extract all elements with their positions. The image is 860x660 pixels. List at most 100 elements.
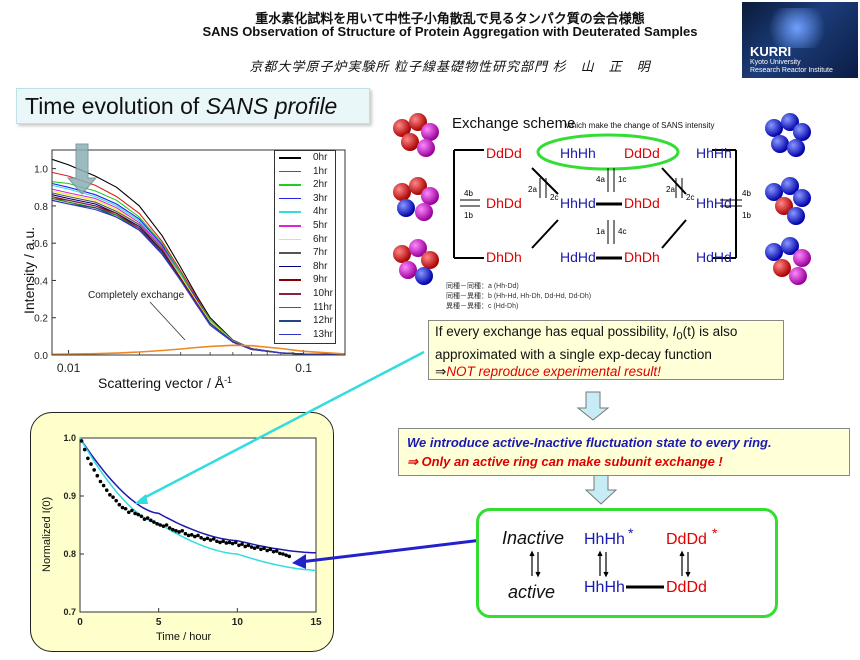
norm-data-point [208, 538, 213, 542]
norm-xtick-label: 5 [156, 617, 162, 628]
norm-data-point [205, 536, 210, 541]
norm-data-point [252, 546, 257, 550]
state-dddd: DdDd [666, 579, 707, 596]
note-arrow: ⇒ [435, 363, 447, 379]
sans-ytick-label: 0.8 [34, 202, 48, 213]
state-active: active [508, 582, 555, 602]
node-dhdd: DhDd [486, 195, 522, 211]
note-line2: approximated with a single exp-decay fun… [435, 346, 712, 362]
node-hhhd: HhHd [560, 195, 596, 211]
legend-swatch [279, 320, 301, 322]
node-hhhh: HhHh [560, 145, 596, 161]
note-line3: ⇒NOT reproduce experimental result! [435, 363, 777, 380]
norm-ylabel: Normalized I(0) [41, 497, 53, 572]
legend-swatch [279, 224, 301, 227]
norm-data-point [149, 518, 153, 523]
norm-data-point [158, 523, 163, 527]
exchange-scheme: Exchange scheme which make the change of… [393, 113, 811, 310]
norm-data-point [271, 549, 276, 554]
label-1b-right: 1b [742, 211, 751, 220]
norm-data-point [199, 535, 203, 540]
norm-data-point [243, 544, 247, 549]
scheme-subtitle: which make the change of SANS intensity [565, 121, 715, 130]
section-title-prefix: Time evolution of [25, 93, 206, 119]
norm-ytick-label: 0.8 [63, 549, 76, 559]
footnote-1: 同種－同種：a (Hh-Dd) [446, 282, 519, 290]
legend-swatch [279, 252, 301, 254]
molecule-dddd-icon [393, 113, 439, 157]
norm-data-point [167, 526, 172, 530]
norm-data-point [95, 473, 100, 478]
node-dddd-2: DdDd [624, 145, 660, 161]
note-line1-a: If every exchange has equal possibility, [435, 324, 673, 339]
norm-data-point [246, 543, 251, 548]
state-inactive: Inactive [502, 528, 564, 548]
label-1c: 1c [618, 175, 626, 184]
norm-data-point [126, 510, 131, 515]
node-hhhd-2: HhHd [696, 195, 732, 211]
node-dhdh: DhDh [486, 249, 522, 265]
norm-data-point [193, 534, 197, 539]
legend-label: 10hr [313, 287, 334, 299]
legend-entry: 11hr [275, 301, 335, 315]
down-arrow-icon [66, 143, 98, 195]
norm-data-point [211, 537, 216, 541]
norm-data-point [221, 539, 225, 544]
fluctuation-line2: ⇒ Only an active ring can make subunit e… [407, 454, 723, 469]
norm-data-point [274, 549, 279, 553]
norm-data-point [155, 522, 159, 526]
norm-data-point [79, 439, 84, 443]
node-hdhd: HdHd [560, 249, 596, 265]
norm-plot-frame [79, 437, 317, 613]
state-hhhh-asterisk: * [628, 525, 634, 541]
exchange-arrows [460, 168, 742, 244]
norm-data-point [114, 498, 118, 503]
node-dddd: DdDd [486, 145, 522, 161]
fluctuation-line1: We introduce active-Inactive fluctuation… [407, 435, 772, 450]
norm-data-point [152, 520, 156, 524]
sans-ytick-label: 0.0 [34, 351, 48, 362]
norm-xtick-label: 15 [310, 617, 322, 628]
norm-xlabel: Time / hour [156, 631, 212, 643]
label-4c: 4c [618, 227, 626, 236]
norm-data-point [183, 531, 188, 536]
label-2c-right: 2c [686, 193, 694, 202]
legend-swatch [279, 157, 301, 159]
logo-glow [762, 8, 832, 48]
norm-data-point [104, 488, 109, 492]
norm-data-point [240, 542, 244, 546]
norm-data-point [130, 508, 134, 513]
sans-series-line [51, 344, 346, 356]
legend-entry: 1hr [275, 165, 335, 179]
label-2a-left: 2a [528, 185, 537, 194]
norm-data-point [227, 540, 232, 545]
note-box: If every exchange has equal possibility,… [428, 320, 784, 380]
norm-data-point [281, 552, 285, 556]
legend-label: 7hr [313, 247, 328, 259]
norm-data-point [120, 505, 125, 510]
sans-ytick-label: 0.4 [34, 276, 48, 287]
norm-data-point [133, 511, 137, 516]
norm-data-point [177, 530, 181, 534]
sans-xtick-label: 0.1 [295, 361, 312, 375]
norm-data-point [287, 554, 292, 559]
norm-data-point [89, 462, 93, 466]
sans-ytick-label: 0.2 [34, 314, 48, 325]
sans-xtick-label: 0.01 [57, 361, 81, 375]
legend-swatch [279, 197, 301, 200]
pair-bonds [596, 202, 622, 260]
note-line1-d: (t) is also [682, 324, 738, 339]
norm-data-point [230, 541, 235, 546]
legend-label: 2hr [313, 179, 328, 191]
norm-fit-line [79, 437, 317, 571]
sans-ytick-label: 1.0 [34, 165, 48, 176]
norm-data-point [92, 468, 96, 472]
sans-xlabel-sup: -1 [224, 375, 232, 385]
note-line1: If every exchange has equal possibility,… [435, 323, 777, 346]
norm-data-point [202, 537, 207, 542]
label-1b-left: 1b [464, 211, 473, 220]
legend-label: 5hr [313, 219, 328, 231]
section-title: Time evolution of SANS profile [16, 88, 370, 124]
fluctuation-box: We introduce active-Inactive fluctuation… [398, 428, 850, 476]
legend-swatch [279, 265, 301, 268]
